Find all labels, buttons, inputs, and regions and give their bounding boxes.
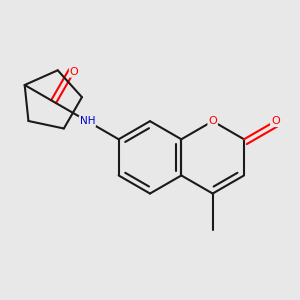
Text: O: O — [271, 116, 280, 126]
Text: O: O — [208, 116, 217, 126]
Text: O: O — [70, 67, 79, 77]
Text: NH: NH — [80, 116, 95, 126]
